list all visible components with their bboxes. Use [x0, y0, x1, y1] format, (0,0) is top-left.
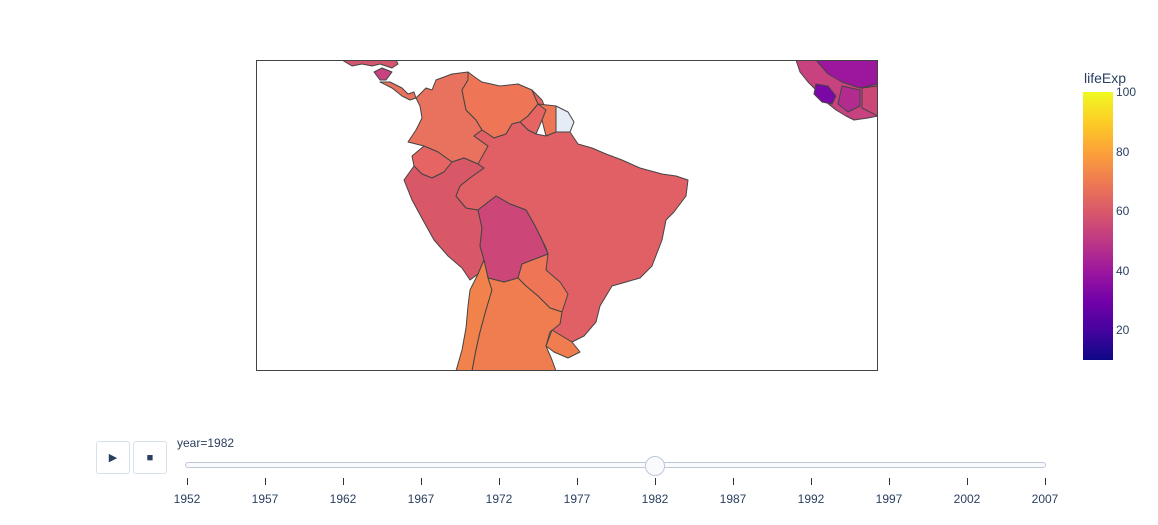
- slider-tick: [655, 478, 656, 485]
- region-guinea[interactable]: [837, 85, 861, 113]
- country-argentina[interactable]: [471, 277, 563, 371]
- slider-tick-label-1977[interactable]: 1977: [563, 492, 591, 506]
- slider-tick: [421, 478, 422, 485]
- region-coastal-west-africa[interactable]: [813, 83, 837, 105]
- slider-tick: [343, 478, 344, 485]
- slider-tick-label-1962[interactable]: 1962: [329, 492, 357, 506]
- colorbar-tick: 80: [1116, 145, 1130, 159]
- year-slider-handle[interactable]: [645, 456, 665, 476]
- slider-tick-label-1992[interactable]: 1992: [797, 492, 825, 506]
- choropleth-map[interactable]: [256, 60, 878, 371]
- slider-tick: [967, 478, 968, 485]
- slider-tick-label-1987[interactable]: 1987: [719, 492, 747, 506]
- region-gulf[interactable]: [861, 85, 878, 117]
- slider-tick: [889, 478, 890, 485]
- slider-tick-label-1957[interactable]: 1957: [251, 492, 279, 506]
- slider-tick: [499, 478, 500, 485]
- slider-tick: [1045, 478, 1046, 485]
- slider-current-label: year=1982: [177, 436, 235, 450]
- colorbar-tick: 40: [1116, 264, 1130, 278]
- slider-tick-label-1952[interactable]: 1952: [173, 492, 201, 506]
- slider-tick-label-1997[interactable]: 1997: [875, 492, 903, 506]
- slider-tick-label-1967[interactable]: 1967: [407, 492, 435, 506]
- country-french-guiana[interactable]: [555, 105, 575, 133]
- country-panama[interactable]: [379, 81, 417, 101]
- colorbar-tick: 20: [1116, 323, 1130, 337]
- play-icon: ▶: [108, 452, 118, 464]
- country-nicaragua[interactable]: [341, 60, 399, 69]
- slider-tick-label-1982[interactable]: 1982: [641, 492, 669, 506]
- slider-tick: [265, 478, 266, 485]
- play-button[interactable]: ▶: [96, 441, 130, 474]
- slider-tick-label-1972[interactable]: 1972: [485, 492, 513, 506]
- map-frame: [256, 60, 878, 371]
- stop-icon: ■: [146, 451, 154, 464]
- slider-tick: [187, 478, 188, 485]
- year-slider-track[interactable]: [185, 462, 1046, 468]
- slider-tick: [577, 478, 578, 485]
- country-uruguay[interactable]: [545, 329, 581, 359]
- stop-button[interactable]: ■: [133, 441, 167, 474]
- colorbar-tick: 100: [1116, 85, 1137, 99]
- colorbar: lifeExp 100 80 60 40 20: [1076, 70, 1156, 370]
- slider-tick: [733, 478, 734, 485]
- slider-tick: [811, 478, 812, 485]
- slider-tick-label-2007[interactable]: 2007: [1031, 492, 1059, 506]
- colorbar-tick: 60: [1116, 204, 1130, 218]
- country-costa-rica[interactable]: [373, 67, 393, 81]
- slider-tick-label-2002[interactable]: 2002: [953, 492, 981, 506]
- region-sahel[interactable]: [815, 60, 878, 89]
- map-svg[interactable]: [256, 60, 878, 371]
- colorbar-title: lifeExp: [1084, 70, 1127, 86]
- colorbar-gradient: [1083, 92, 1113, 360]
